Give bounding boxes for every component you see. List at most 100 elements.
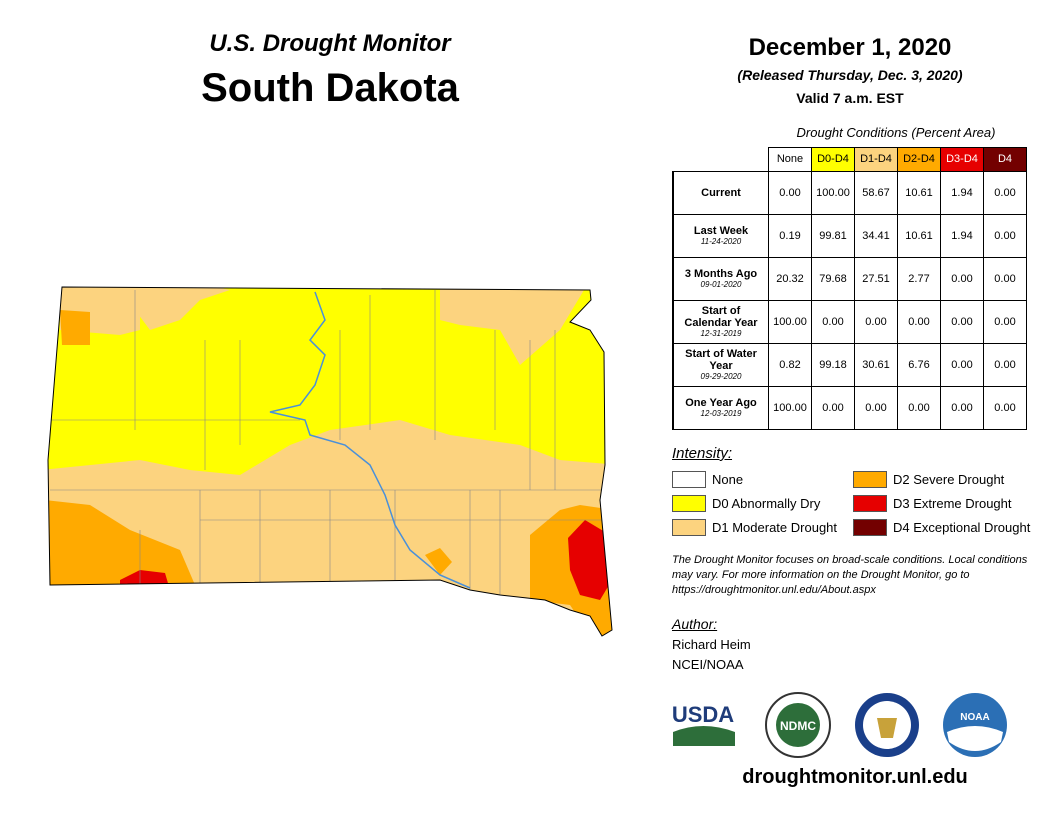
- legend-label: D0 Abnormally Dry: [712, 496, 821, 511]
- value-cell: 0.00: [940, 256, 984, 301]
- ndmc-logo: NDMC: [780, 719, 816, 733]
- value-cell: 0.00: [983, 385, 1027, 430]
- row-label-cell: Start of Water Year 09-29-2020: [672, 342, 769, 387]
- value-cell: 0.00: [940, 342, 984, 387]
- value-cell: 10.61: [897, 170, 941, 215]
- note: The Drought Monitor focuses on broad-sca…: [672, 554, 1028, 596]
- value-cell: 0.00: [983, 299, 1027, 344]
- value-cell: 0.19: [768, 213, 812, 258]
- value-cell: 0.00: [983, 213, 1027, 258]
- author-name: Richard Heim: [672, 637, 751, 652]
- value-cell: 0.00: [768, 170, 812, 215]
- row-date: 12-03-2019: [700, 409, 742, 418]
- usda-swoosh: [673, 726, 735, 746]
- noaa-wave: [947, 726, 1003, 751]
- d2-area: [48, 500, 195, 590]
- value-cell: 0.00: [897, 385, 941, 430]
- header-row: None D0-D4 D1-D4 D2-D4 D3-D4 D4: [673, 147, 1027, 172]
- value-cell: 100.00: [768, 299, 812, 344]
- corner-cell: [673, 147, 769, 171]
- legend-item: D0 Abnormally Dry: [672, 495, 820, 512]
- footer-url: droughtmonitor.unl.edu: [742, 766, 968, 788]
- legend-label: D3 Extreme Drought: [893, 496, 1012, 511]
- valid: Valid 7 a.m. EST: [796, 90, 904, 106]
- county-lines: [50, 290, 612, 595]
- d2-area: [60, 310, 90, 345]
- row-date: 12-31-2019: [700, 329, 742, 338]
- map: [47, 286, 613, 637]
- title: South Dakota: [201, 66, 459, 110]
- legend-swatch: [672, 495, 706, 512]
- legend-swatch: [853, 471, 887, 488]
- column-header: D2-D4: [897, 147, 941, 172]
- drought-areas: [48, 287, 612, 636]
- row-label: Start of Calendar Year: [684, 305, 758, 329]
- column-header: D3-D4: [940, 147, 984, 172]
- conditions-table: None D0-D4 D1-D4 D2-D4 D3-D4 D4 Current 0.00 100…: [672, 147, 1027, 430]
- state-outline: [47, 286, 613, 637]
- noaa-logo: NOAA: [960, 712, 989, 723]
- missouri-river: [269, 291, 471, 589]
- legend-title: Intensity:: [672, 445, 733, 462]
- d3-area: [568, 520, 612, 600]
- row-date: 09-01-2020: [700, 280, 742, 289]
- author-org: NCEI/NOAA: [672, 657, 744, 672]
- legend-swatch: [672, 471, 706, 488]
- value-cell: 27.51: [854, 256, 898, 301]
- table-row: Last Week 11-24-2020 0.19 99.81 34.41 10.61 1.…: [672, 213, 1027, 258]
- value-cell: 0.00: [940, 385, 984, 430]
- value-cell: 1.94: [940, 170, 984, 215]
- row-date: 11-24-2020: [700, 237, 742, 246]
- value-cell: 34.41: [854, 213, 898, 258]
- value-cell: 99.18: [811, 342, 855, 387]
- value-cell: 30.61: [854, 342, 898, 387]
- value-cell: 0.00: [983, 342, 1027, 387]
- row-label-cell: One Year Ago 12-03-2019: [672, 385, 769, 430]
- value-cell: 0.00: [811, 299, 855, 344]
- row-label-cell: Current: [672, 170, 769, 215]
- row-label: 3 Months Ago: [684, 268, 758, 280]
- value-cell: 100.00: [768, 385, 812, 430]
- usda-logo: USDA: [672, 702, 734, 727]
- value-cell: 58.67: [854, 170, 898, 215]
- row-label: Current: [701, 186, 741, 199]
- table-row: 3 Months Ago 09-01-2020 20.32 79.68 27.51 2.7…: [672, 256, 1027, 301]
- value-cell: 100.00: [811, 170, 855, 215]
- legend-item: None: [672, 471, 743, 488]
- d1-area: [440, 287, 590, 365]
- value-cell: 0.00: [983, 256, 1027, 301]
- value-cell: 0.00: [940, 299, 984, 344]
- value-cell: 0.82: [768, 342, 812, 387]
- legend-swatch: [853, 495, 887, 512]
- table-row: Current 0.00 100.00 58.67 10.61 1.94 0.00: [672, 170, 1027, 215]
- value-cell: 20.32: [768, 256, 812, 301]
- column-header: None: [768, 147, 812, 172]
- column-header: D1-D4: [854, 147, 898, 172]
- legend-swatch: [853, 519, 887, 536]
- date: December 1, 2020: [748, 34, 952, 61]
- table-row: Start of Water Year 09-29-2020 0.82 99.18 30…: [672, 342, 1027, 387]
- value-cell: 0.00: [854, 385, 898, 430]
- value-cell: 10.61: [897, 213, 941, 258]
- row-label: Start of Water Year: [685, 348, 757, 372]
- legend-item: D3 Extreme Drought: [853, 495, 1012, 512]
- row-label: One Year Ago: [685, 397, 757, 409]
- legend-item: D2 Severe Drought: [853, 471, 1004, 488]
- table-caption: Drought Conditions (Percent Area): [796, 125, 996, 140]
- row-label-cell: Start of Calendar Year 12-31-2019: [672, 299, 769, 344]
- value-cell: 6.76: [897, 342, 941, 387]
- row-date: 09-29-2020: [700, 372, 742, 381]
- table-row: One Year Ago 12-03-2019 100.00 0.00 0.00 0.00…: [672, 385, 1027, 430]
- table-row: Start of Calendar Year 12-31-2019 100.00 0.…: [672, 299, 1027, 344]
- legend-label: D1 Moderate Drought: [712, 520, 838, 535]
- column-header: D0-D4: [811, 147, 855, 172]
- value-cell: 79.68: [811, 256, 855, 301]
- row-label: Last Week: [693, 225, 749, 237]
- logos: USDA NDMC NOAA: [672, 692, 1007, 758]
- value-cell: 1.94: [940, 213, 984, 258]
- subtitle: U.S. Drought Monitor: [209, 30, 451, 57]
- ndmc-inner: [776, 703, 820, 747]
- legend-item: D1 Moderate Drought: [672, 519, 837, 536]
- legend-label: D4 Exceptional Drought: [893, 520, 1031, 535]
